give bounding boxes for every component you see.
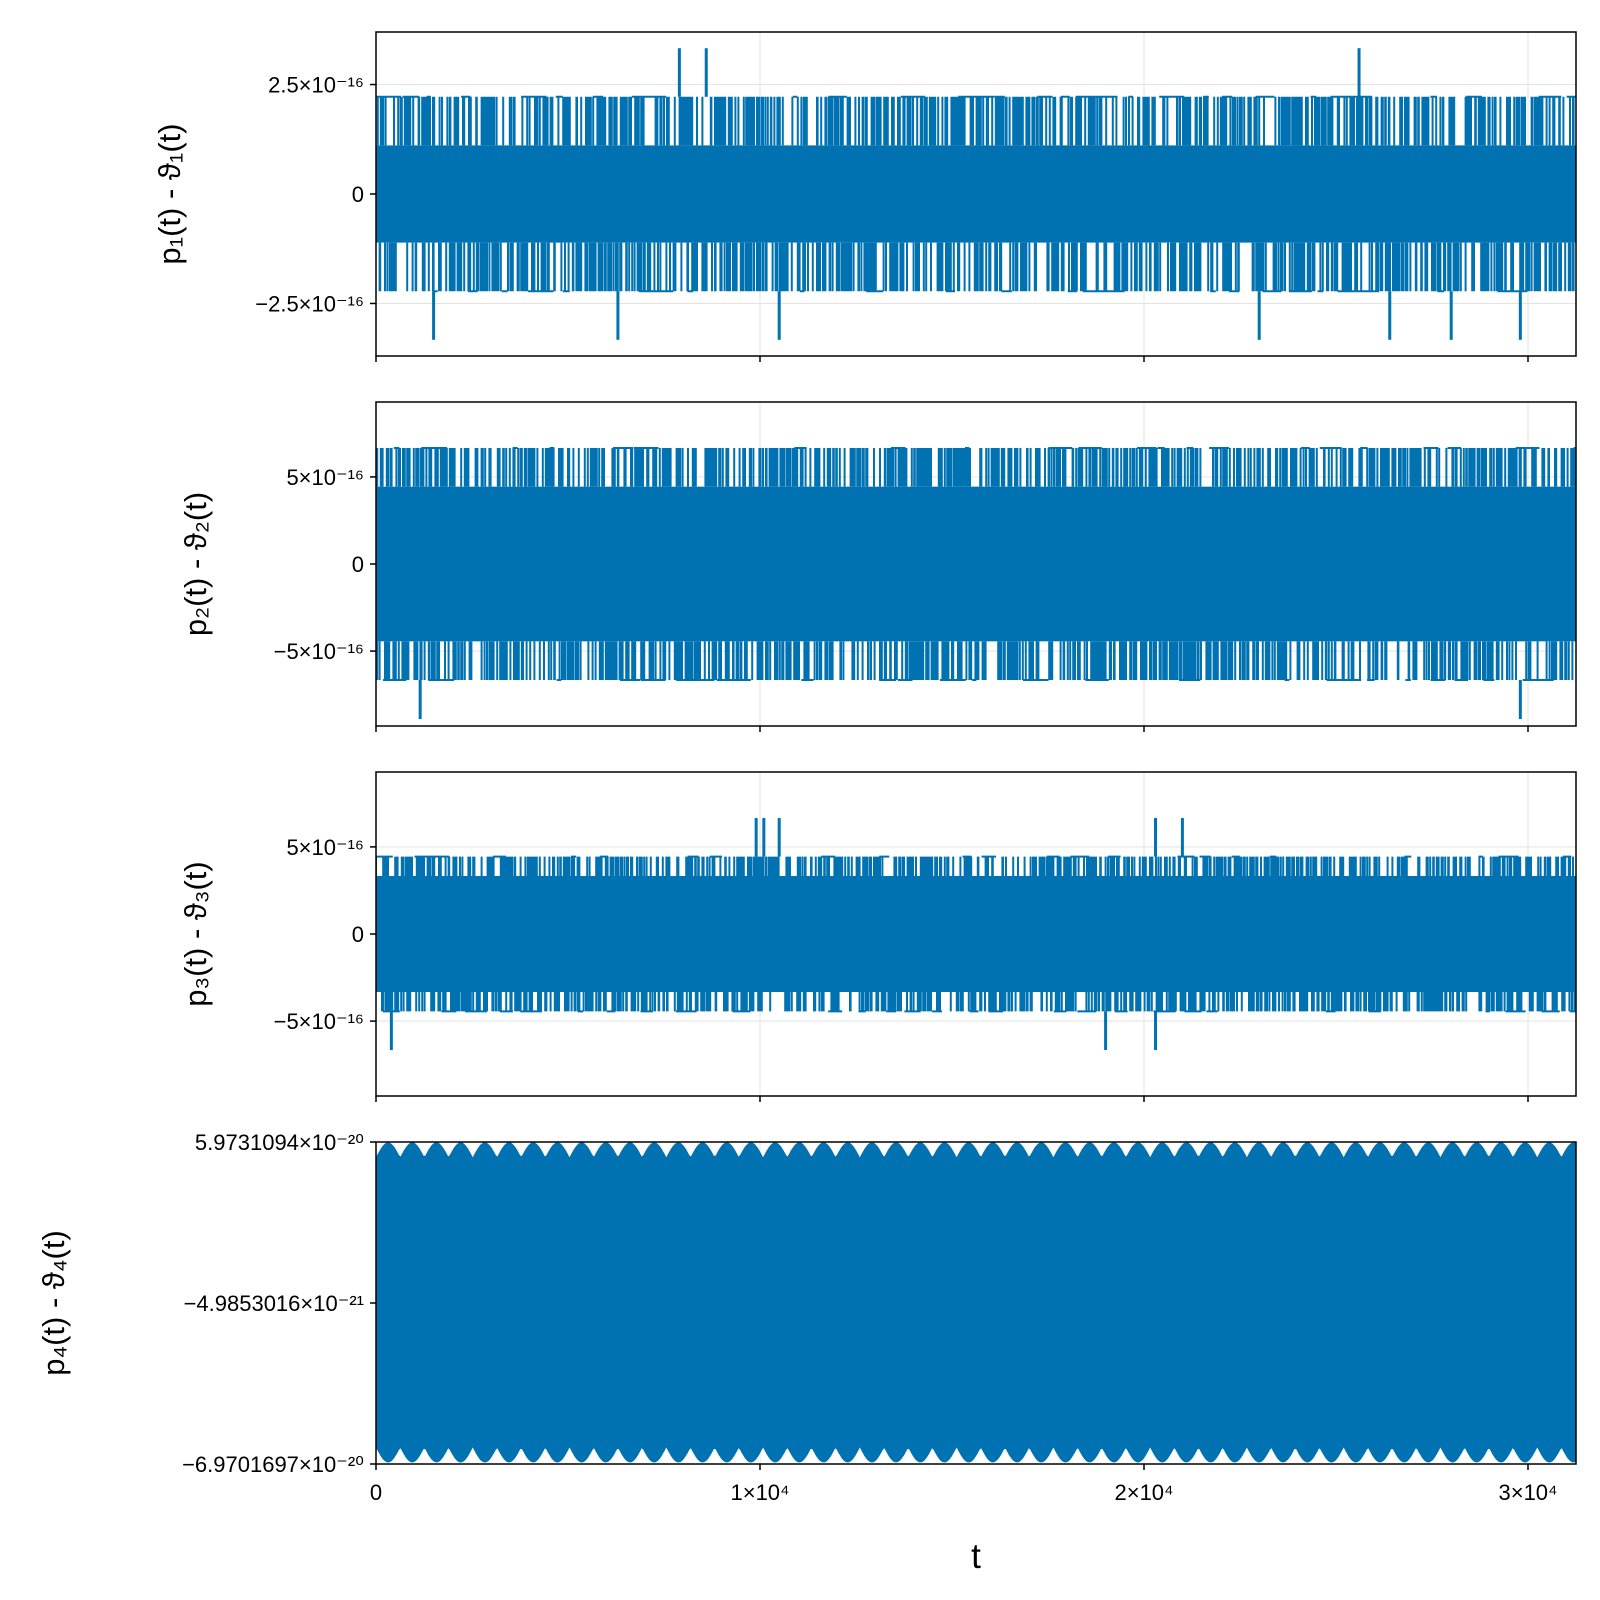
series-excursions [376,96,1575,292]
panel-2: −5×10⁻¹⁶ 0 5×10⁻¹⁶ p₂(t) - ϑ₂(t) [178,401,1577,732]
y-tick-label: 0 [352,552,364,577]
plot-area [376,446,1576,720]
series-caps [376,855,1576,1013]
y-axis-label: p₃(t) - ϑ₃(t) [178,861,213,1007]
plot-area [376,817,1576,1051]
series-caps [376,95,1576,293]
y-axis-label: p₁(t) - ϑ₁(t) [152,123,187,264]
y-tick-label: 5×10⁻¹⁶ [286,835,364,860]
y-tick-label: 5.9731094×10⁻²⁰ [195,1130,364,1155]
series-core [376,145,1576,243]
x-tick-label: 3×10⁴ [1498,1480,1557,1505]
series-upper-edge [376,1142,1576,1160]
y-tick-label: 5×10⁻¹⁶ [286,465,364,490]
plot-area [376,1142,1576,1463]
series-core [376,486,1576,642]
y-tick-label: 2.5×10⁻¹⁶ [268,73,364,98]
y-tick-label: −5×10⁻¹⁶ [274,1009,364,1034]
panel-3: −5×10⁻¹⁶ 0 5×10⁻¹⁶ p₃(t) - ϑ₃(t) [178,771,1577,1102]
series-band [376,1157,1576,1448]
series-caps [383,446,1576,682]
x-tick-label: 1×10⁴ [730,1480,789,1505]
x-tick-label: 2×10⁴ [1114,1480,1173,1505]
series-core [376,875,1576,993]
series-excursions [376,447,1576,681]
panel-4: 0 1×10⁴ 2×10⁴ 3×10⁴ −6.9701697×10⁻²⁰ −4.98530… [36,1130,1577,1505]
y-axis-label: p₄(t) - ϑ₄(t) [36,1230,71,1376]
y-tick-label: −2.5×10⁻¹⁶ [255,291,364,316]
y-tick-label: 0 [352,922,364,947]
y-tick-label: 0 [352,182,364,207]
y-tick-label: −4.9853016×10⁻²¹ [184,1291,364,1316]
y-tick-label: −5×10⁻¹⁶ [274,639,364,664]
x-axis-label: t [971,1537,981,1576]
plot-area [376,48,1576,340]
y-tick-label: −6.9701697×10⁻²⁰ [182,1452,364,1477]
panel-1: −2.5×10⁻¹⁶ 0 2.5×10⁻¹⁶ p₁(t) - ϑ₁(t) [152,31,1577,362]
series-lower-edge [376,1445,1576,1463]
x-tick-label: 0 [370,1480,382,1505]
series-excursions [376,856,1576,1012]
y-axis-label: p₂(t) - ϑ₂(t) [178,492,213,636]
